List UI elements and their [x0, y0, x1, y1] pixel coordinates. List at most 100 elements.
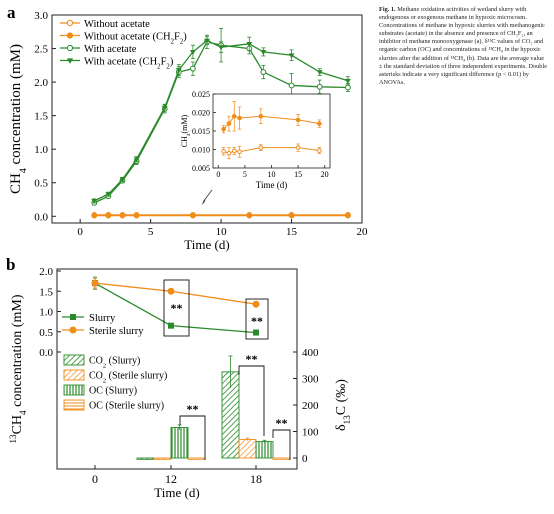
- data-point: [288, 53, 295, 59]
- legend-marker: [70, 314, 76, 320]
- x-tick-label: 0: [92, 472, 98, 486]
- y-tick-label: 3.0: [34, 10, 48, 22]
- series-1: [91, 212, 351, 218]
- y-tick-label-left: 1.5: [39, 286, 53, 298]
- plot-frame-b: [56, 268, 298, 470]
- caption-label: Fig. 1.: [379, 6, 396, 13]
- data-point: [260, 50, 267, 56]
- inset-x-tick-label: 10: [268, 170, 276, 179]
- bar: [272, 457, 291, 460]
- data-point: [161, 105, 168, 111]
- y-tick-label-left: 1.0: [39, 307, 53, 319]
- y-tick-label: 2.5: [34, 44, 48, 56]
- inset-y-tick-label: 0.010: [192, 146, 210, 155]
- data-point: [190, 212, 196, 218]
- significance-bracket: [238, 365, 265, 436]
- data-point: [175, 68, 182, 74]
- x-axis-label-b: Time (d): [154, 485, 199, 500]
- legend-label: CO2 (Slurry): [89, 356, 140, 370]
- inset-y-tick-label: 0.025: [192, 90, 210, 99]
- legend: Without acetate Without acetate (CH2F2) Wi…: [60, 19, 187, 70]
- inset-pointer-arrow: [202, 189, 213, 203]
- legend-label: With acetate (CH2F2): [84, 57, 174, 71]
- legend-marker: [66, 19, 74, 27]
- data-point: [260, 69, 267, 75]
- series-line: [93, 39, 349, 202]
- legend-label: Sterile slurry: [89, 326, 144, 337]
- legend-label: CO2 (Sterile slurry): [89, 371, 167, 385]
- inset: 0 5 10 15 20 0.005 0.010 0.015 0.020 0.025 Time (d…: [180, 90, 331, 190]
- legend-label: Without acetate (CH2F2): [84, 32, 187, 46]
- inset-data-point: [221, 126, 226, 132]
- x-tick-label: 15: [286, 226, 298, 238]
- data-point: [133, 157, 140, 163]
- inset-data-point: [221, 149, 226, 154]
- bar: [136, 457, 155, 460]
- y-tick-label: 2.0: [34, 77, 48, 89]
- inset-x-tick-label: 15: [294, 170, 302, 179]
- y-tick-label: 1.5: [34, 111, 48, 123]
- data-point: [345, 78, 351, 84]
- x-tick-label: 0: [77, 226, 83, 238]
- data-point: [190, 50, 196, 56]
- inset-data-point: [258, 113, 264, 119]
- data-point: [316, 70, 323, 76]
- legend-b-bars: CO2 (Slurry)CO2 (Sterile slurry)OC (Slur…: [63, 354, 167, 412]
- y-tick-label-right: 400: [302, 347, 319, 359]
- inset-y-tick-label: 0.005: [192, 164, 210, 173]
- data-point: [91, 212, 98, 218]
- data-point: [119, 177, 126, 183]
- significance-label: **: [276, 416, 288, 430]
- legend-label: OC (Sterile slurry): [89, 401, 164, 412]
- figure-caption: Fig. 1. Methane oxidation activities of …: [379, 6, 549, 87]
- inset-x-tick-label: 20: [321, 170, 329, 179]
- significance-label: **: [171, 301, 183, 315]
- x-tick-label: 20: [357, 226, 369, 238]
- panel-a: a 0 5 10 15 20 0.0 0.5 1.0 1.5 2.0 2.5 3.0 Time (d) CH…: [7, 3, 368, 252]
- bar: [255, 441, 274, 459]
- y-tick-label-right: 0: [302, 453, 308, 465]
- data-point: [204, 38, 210, 44]
- data-point: [190, 65, 196, 72]
- legend-marker: [69, 326, 77, 334]
- y-tick-label: 0.0: [34, 211, 48, 223]
- legend-marker: [66, 32, 74, 39]
- data-point: [288, 212, 295, 218]
- inset-series-1: [221, 101, 322, 134]
- series-0: [91, 212, 351, 219]
- y-tick-label-left: 2.0: [39, 266, 53, 278]
- legend-b-lines: Slurry Sterile slurry: [62, 313, 144, 337]
- legend-label: Without acetate: [84, 19, 150, 30]
- bar: [238, 439, 257, 459]
- y-tick-label-right: 200: [302, 400, 319, 412]
- significance-label: **: [187, 402, 199, 416]
- y-tick-label: 1.0: [34, 144, 48, 156]
- inset-y-axis-label: CH4(mM): [180, 114, 192, 147]
- series-3: [91, 36, 351, 205]
- bar: [153, 457, 172, 460]
- significance-label: **: [246, 352, 258, 366]
- y-tick-label-right: 300: [302, 374, 319, 386]
- bar: [187, 457, 206, 460]
- b-data-point: [91, 279, 99, 287]
- inset-series-0: [221, 143, 322, 160]
- inset-pointer-arrowhead: [201, 199, 206, 205]
- data-point: [119, 212, 126, 218]
- data-point: [316, 83, 323, 90]
- data-point: [133, 212, 140, 218]
- bar: [170, 427, 189, 459]
- b-series-1: [91, 277, 260, 308]
- data-point: [91, 198, 98, 205]
- data-point: [218, 45, 224, 51]
- b-data-point: [252, 300, 260, 308]
- inset-data-point: [258, 145, 264, 150]
- data-point: [105, 192, 112, 198]
- legend-swatch: [63, 384, 85, 396]
- panel-label-b: b: [6, 255, 15, 274]
- b-data-point: [167, 287, 175, 295]
- y-tick-label-left: 0.0: [39, 347, 53, 359]
- inset-x-tick-label: 5: [243, 170, 247, 179]
- series-line: [93, 41, 348, 204]
- y-axis-label-left: 13CH4 concentration (mM): [8, 294, 28, 443]
